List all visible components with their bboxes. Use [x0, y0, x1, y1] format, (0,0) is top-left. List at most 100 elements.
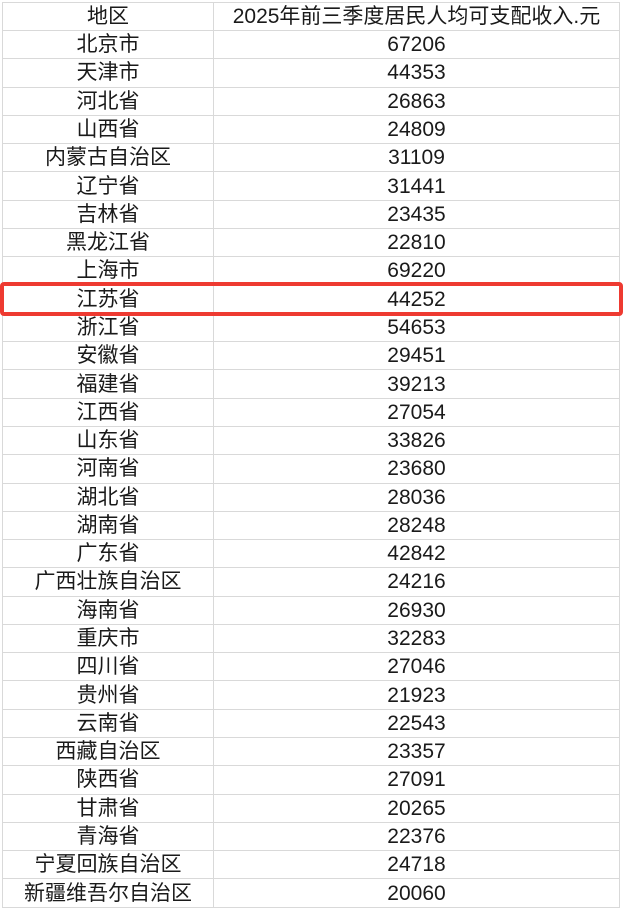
- income-cell[interactable]: 31109: [213, 143, 620, 173]
- income-cell[interactable]: 22810: [213, 227, 620, 258]
- table-row: 天津市 44353: [2, 58, 620, 88]
- region-cell[interactable]: 福建省: [2, 369, 214, 399]
- region-cell[interactable]: 吉林省: [2, 199, 214, 229]
- income-cell[interactable]: 42842: [213, 539, 620, 569]
- region-cell[interactable]: 江西省: [2, 397, 214, 427]
- region-cell[interactable]: 湖北省: [2, 482, 214, 512]
- table-body: 北京市 67206 天津市 44353 河北省 26863 山西省 24809 内蒙古自治区 31…: [2, 29, 620, 908]
- table-row: 重庆市 32283: [2, 623, 620, 654]
- table-row: 广东省 42842: [2, 539, 620, 569]
- table-row: 黑龙江省 22810: [2, 227, 620, 258]
- table-row: 海南省 26930: [2, 595, 620, 625]
- income-cell[interactable]: 21923: [213, 680, 620, 710]
- income-cell[interactable]: 24216: [213, 567, 620, 597]
- income-cell[interactable]: 23680: [213, 454, 620, 484]
- region-cell[interactable]: 广西壮族自治区: [2, 567, 214, 597]
- region-cell[interactable]: 新疆维吾尔自治区: [2, 878, 214, 908]
- income-cell[interactable]: 23435: [213, 199, 620, 229]
- income-cell[interactable]: 69220: [213, 256, 620, 286]
- income-cell[interactable]: 27091: [213, 765, 620, 795]
- income-cell[interactable]: 27054: [213, 397, 620, 427]
- header-cell-income[interactable]: 2025年前三季度居民人均可支配收入.元: [213, 2, 620, 31]
- table-row: 河北省 26863: [2, 86, 620, 116]
- income-cell[interactable]: 27046: [213, 652, 620, 682]
- table-row: 河南省 23680: [2, 454, 620, 484]
- income-cell[interactable]: 22376: [213, 821, 620, 852]
- table-row: 宁夏回族自治区 24718: [2, 850, 620, 880]
- table-row: 四川省 27046: [2, 652, 620, 682]
- region-cell[interactable]: 青海省: [2, 821, 214, 852]
- region-cell[interactable]: 陕西省: [2, 765, 214, 795]
- table-row: 地区 2025年前三季度居民人均可支配收入.元: [2, 2, 620, 31]
- region-cell[interactable]: 黑龙江省: [2, 227, 214, 258]
- region-cell[interactable]: 广东省: [2, 539, 214, 569]
- header-cell-region[interactable]: 地区: [2, 2, 214, 31]
- region-cell[interactable]: 河南省: [2, 454, 214, 484]
- table-row: 新疆维吾尔自治区 20060: [2, 878, 620, 908]
- income-cell[interactable]: 28036: [213, 482, 620, 512]
- income-cell[interactable]: 29451: [213, 341, 620, 371]
- table-row: 上海市 69220: [2, 256, 620, 286]
- table-row: 青海省 22376: [2, 821, 620, 852]
- income-cell[interactable]: 67206: [213, 29, 620, 60]
- table-row: 陕西省 27091: [2, 765, 620, 795]
- table-row: 江苏省 44252: [2, 284, 620, 314]
- region-cell[interactable]: 江苏省: [2, 284, 214, 314]
- income-cell[interactable]: 24809: [213, 114, 620, 145]
- income-cell[interactable]: 26930: [213, 595, 620, 625]
- income-cell[interactable]: 20060: [213, 878, 620, 908]
- region-cell[interactable]: 海南省: [2, 595, 214, 625]
- region-cell[interactable]: 上海市: [2, 256, 214, 286]
- income-cell[interactable]: 31441: [213, 171, 620, 201]
- table-row: 内蒙古自治区 31109: [2, 143, 620, 173]
- region-cell[interactable]: 山西省: [2, 114, 214, 145]
- table-row: 山东省 33826: [2, 425, 620, 456]
- region-cell[interactable]: 云南省: [2, 708, 214, 739]
- region-cell[interactable]: 安徽省: [2, 341, 214, 371]
- income-cell[interactable]: 44252: [213, 284, 620, 314]
- income-cell[interactable]: 26863: [213, 86, 620, 116]
- table-row: 湖北省 28036: [2, 482, 620, 512]
- table-row: 山西省 24809: [2, 114, 620, 145]
- income-cell[interactable]: 39213: [213, 369, 620, 399]
- region-cell[interactable]: 浙江省: [2, 312, 214, 343]
- income-cell[interactable]: 22543: [213, 708, 620, 739]
- table-header-row: 地区 2025年前三季度居民人均可支配收入.元: [2, 2, 620, 31]
- table-row: 江西省 27054: [2, 397, 620, 427]
- region-cell[interactable]: 辽宁省: [2, 171, 214, 201]
- table-row: 辽宁省 31441: [2, 171, 620, 201]
- region-cell[interactable]: 河北省: [2, 86, 214, 116]
- region-cell[interactable]: 山东省: [2, 425, 214, 456]
- table-row: 福建省 39213: [2, 369, 620, 399]
- region-cell[interactable]: 湖南省: [2, 510, 214, 541]
- region-cell[interactable]: 宁夏回族自治区: [2, 850, 214, 880]
- table-row: 吉林省 23435: [2, 199, 620, 229]
- region-cell[interactable]: 贵州省: [2, 680, 214, 710]
- table-row: 广西壮族自治区 24216: [2, 567, 620, 597]
- income-cell[interactable]: 54653: [213, 312, 620, 343]
- table-row: 浙江省 54653: [2, 312, 620, 343]
- income-cell[interactable]: 23357: [213, 737, 620, 767]
- income-cell[interactable]: 33826: [213, 425, 620, 456]
- region-cell[interactable]: 四川省: [2, 652, 214, 682]
- region-cell[interactable]: 甘肃省: [2, 793, 214, 823]
- table-row: 湖南省 28248: [2, 510, 620, 541]
- income-cell[interactable]: 44353: [213, 58, 620, 88]
- table-row: 安徽省 29451: [2, 341, 620, 371]
- income-cell[interactable]: 28248: [213, 510, 620, 541]
- table-row: 甘肃省 20265: [2, 793, 620, 823]
- income-cell[interactable]: 32283: [213, 623, 620, 654]
- income-cell[interactable]: 24718: [213, 850, 620, 880]
- table-row: 云南省 22543: [2, 708, 620, 739]
- income-cell[interactable]: 20265: [213, 793, 620, 823]
- region-cell[interactable]: 北京市: [2, 29, 214, 60]
- region-cell[interactable]: 内蒙古自治区: [2, 143, 214, 173]
- table-row: 贵州省 21923: [2, 680, 620, 710]
- region-cell[interactable]: 重庆市: [2, 623, 214, 654]
- region-cell[interactable]: 西藏自治区: [2, 737, 214, 767]
- region-cell[interactable]: 天津市: [2, 58, 214, 88]
- table-row: 北京市 67206: [2, 29, 620, 60]
